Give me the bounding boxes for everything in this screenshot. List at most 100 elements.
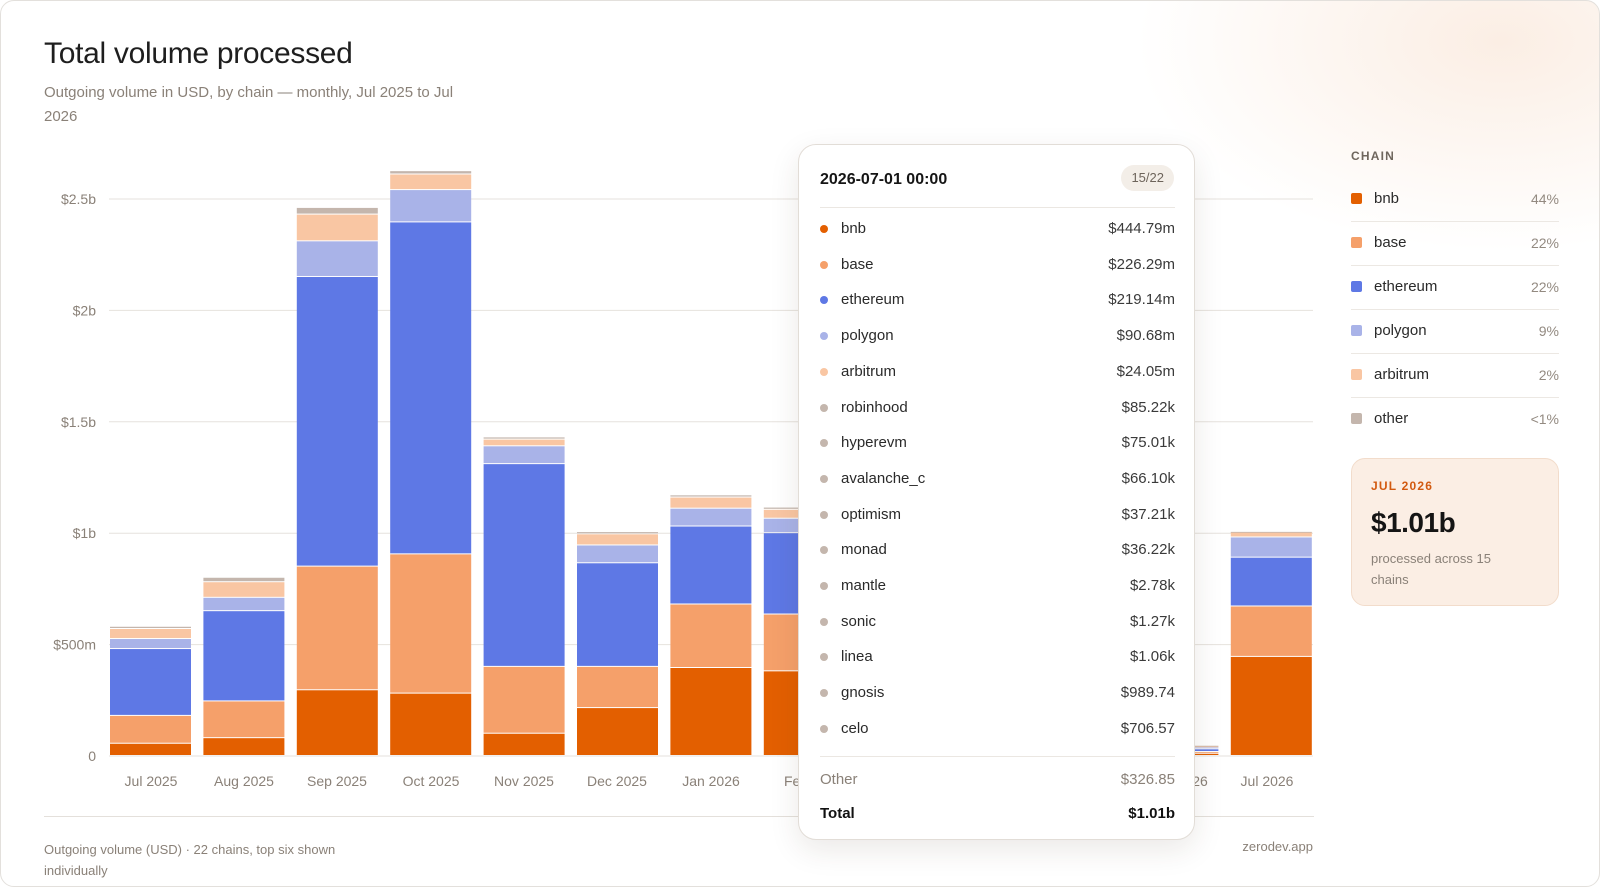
tooltip-row-value: $1.27k [1129,612,1175,630]
tooltip-row-ethereum: ethereum $219.14m [820,289,1175,311]
x-tick-label: 26 [1192,773,1208,789]
bar-segment-polygon[interactable] [296,241,378,276]
bar-segment-other[interactable] [483,437,565,439]
tooltip-row-base: base $226.29m [820,254,1175,276]
bar-segment-base[interactable] [1230,606,1312,656]
bar-segment-other[interactable] [390,171,472,174]
bar-segment-bnb[interactable] [110,743,191,755]
x-tick-label: Jan 2026 [682,773,740,789]
bar-segment-ethereum[interactable] [483,464,565,666]
bar-segment-other[interactable] [670,495,752,497]
legend-item-base[interactable]: base 22% [1351,221,1559,266]
bar-segment-bnb[interactable] [577,708,658,755]
bar-segment-ethereum[interactable] [577,563,658,666]
bar-segment-base[interactable] [110,715,191,743]
legend-item-other[interactable]: other <1% [1351,397,1559,441]
bar-segment-base[interactable] [483,666,565,733]
tooltip-total-value: $1.01b [1128,805,1175,822]
tooltip-row-name: optimism [841,505,902,523]
bar-segment-polygon[interactable] [577,545,658,563]
bar-segment-arbitrum[interactable] [1230,532,1312,537]
tooltip-divider [820,756,1175,757]
bar-segment-bnb[interactable] [390,693,472,755]
bar-segment-base[interactable] [390,554,472,693]
bar-segment-arbitrum[interactable] [577,534,658,545]
bar-segment-arbitrum[interactable] [483,439,565,446]
bar-segment-ethereum[interactable] [110,649,191,715]
bar-segment-other[interactable] [1230,531,1312,533]
bar-segment-polygon[interactable] [483,446,565,464]
legend-item-ethereum[interactable]: ethereum 22% [1351,265,1559,310]
legend-label: polygon [1374,322,1427,339]
tooltip-total-label: Total [820,805,855,822]
tooltip-date: 2026-07-01 00:00 [820,171,948,188]
tooltip-row-value: $444.79m [1108,220,1175,237]
tooltip-row-value: $989.74 [1120,684,1175,702]
tooltip-row-swatch [820,439,828,448]
bar-segment-bnb[interactable] [670,667,752,755]
bar-segment-arbitrum[interactable] [203,582,285,597]
tooltip-total-row: Total $1.01b [820,803,1175,825]
bar-segment-ethereum[interactable] [1230,557,1312,606]
bar-segment-ethereum[interactable] [670,526,752,604]
bar-segment-arbitrum[interactable] [110,629,191,639]
bar-segment-other[interactable] [203,577,285,582]
x-tick-label: Sep 2025 [307,773,367,789]
footer-divider [44,816,1314,817]
bar-segment-base[interactable] [577,666,658,708]
legend-item-arbitrum[interactable]: arbitrum 2% [1351,353,1559,398]
tooltip-row-name: ethereum [841,291,905,309]
bar-segment-bnb[interactable] [296,690,378,755]
bar-segment-arbitrum[interactable] [670,497,752,508]
bar-segment-arbitrum[interactable] [390,174,472,190]
bar-segment-polygon[interactable] [390,190,472,222]
bar-segment-polygon[interactable] [1230,537,1312,557]
tooltip-other-value: $326.85 [1120,771,1175,788]
tooltip-row-arbitrum: arbitrum $24.05m [820,361,1175,383]
legend-swatch [1351,413,1362,424]
bar-segment-base[interactable] [296,566,378,690]
bar-segment-other[interactable] [296,207,378,214]
bar-segment-other[interactable] [577,532,658,534]
hover-tooltip: 2026-07-01 00:00 15/22 bnb $444.79m base $2… [798,144,1195,840]
bar-segment-bnb[interactable] [203,738,285,755]
legend-label: bnb [1374,190,1400,207]
bar-segment-ethereum[interactable] [390,222,472,554]
bar-segment-arbitrum[interactable] [296,214,378,241]
bar-segment-polygon[interactable] [670,508,752,526]
tooltip-other-row: Other $326.85 [820,769,1175,791]
tooltip-row-mantle: mantle $2.78k [820,575,1175,597]
tooltip-row-value: $75.01k [1121,434,1175,452]
tooltip-row-name: bnb [841,220,867,237]
legend-percent: 22% [1530,235,1559,251]
bar-segment-base[interactable] [670,604,752,667]
tooltip-row-swatch [820,546,828,555]
tooltip-row-swatch [820,403,828,412]
y-tick-label: $2b [73,302,97,318]
x-tick-label: Jul 2026 [1241,773,1294,789]
bar-segment-bnb[interactable] [1230,656,1312,755]
bar-segment-polygon[interactable] [203,597,285,611]
tooltip-row-swatch [820,367,828,376]
bar-segment-ethereum[interactable] [296,276,378,566]
legend-swatch [1351,325,1362,336]
bar-segment-ethereum[interactable] [203,611,285,701]
tooltip-row-sonic: sonic $1.27k [820,611,1175,633]
y-tick-label: $2.5b [61,191,96,207]
bar-segment-bnb[interactable] [483,733,565,755]
summary-month: JUL 2026 [1371,479,1434,493]
tooltip-row-swatch [820,296,828,305]
bar-segment-base[interactable] [203,701,285,738]
bar-segment-other[interactable] [110,626,191,629]
tooltip-row-hyperevm: hyperevm $75.01k [820,432,1175,454]
tooltip-row-name: linea [841,648,873,666]
tooltip-row-value: $1.06k [1129,648,1175,666]
legend-item-bnb[interactable]: bnb 44% [1351,177,1559,222]
footer-source: zerodev.app [1242,839,1313,854]
tooltip-row-monad: monad $36.22k [820,539,1175,561]
bar-segment-polygon[interactable] [110,639,191,649]
tooltip-row-swatch [820,689,828,698]
legend-item-polygon[interactable]: polygon 9% [1351,309,1559,354]
tooltip-row-bnb: bnb $444.79m [820,218,1175,240]
